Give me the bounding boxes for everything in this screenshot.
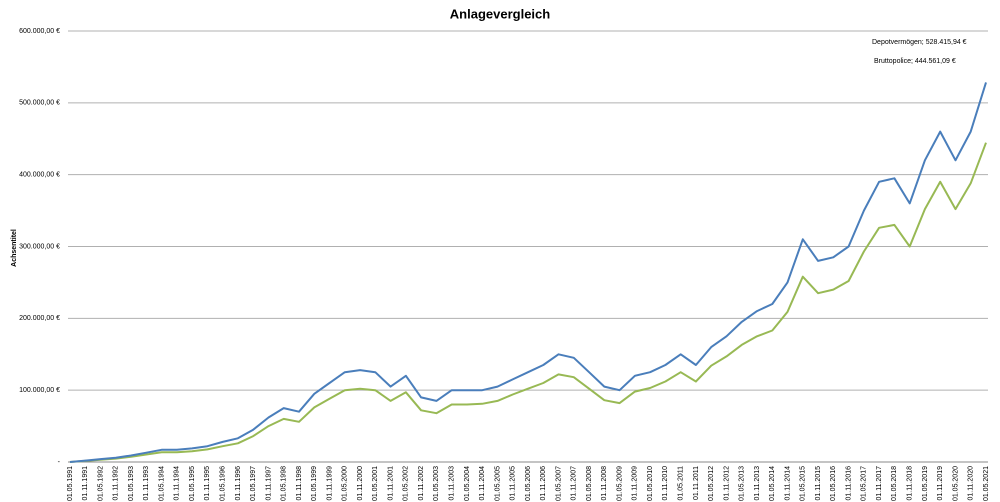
x-tick-label: 01.05.2008	[586, 466, 593, 501]
annotation: Bruttopolice; 444.561,09 €	[874, 58, 956, 65]
x-tick-label: 01.05.1995	[189, 466, 196, 501]
x-tick-label: 01.05.2014	[769, 466, 776, 501]
x-tick-label: 01.05.2010	[647, 466, 654, 501]
x-tick-label: 01.11.1995	[204, 466, 211, 501]
x-tick-label: 01.05.2011	[678, 466, 685, 501]
x-tick-label: 01.11.2009	[632, 466, 639, 501]
x-tick-label: 01.11.2006	[540, 466, 547, 501]
x-tick-label: 01.11.1999	[326, 466, 333, 501]
x-tick-label: 01.05.1991	[67, 466, 74, 501]
x-tick-label: 01.05.2015	[800, 466, 807, 501]
x-tick-label: 01.11.2016	[845, 466, 852, 501]
y-tick-label: 500.000,00 €	[19, 100, 60, 107]
x-tick-label: 01.05.1997	[250, 466, 257, 501]
x-tick-label: 01.11.2013	[754, 466, 761, 501]
x-tick-label: 01.11.2015	[815, 466, 822, 501]
x-tick-label: 01.11.1993	[143, 466, 150, 501]
x-tick-label: 01.05.1998	[281, 466, 288, 501]
x-tick-label: 01.05.2020	[952, 466, 959, 501]
x-tick-label: 01.11.1992	[113, 466, 120, 501]
annotation: Depotvermögen; 528.415,94 €	[872, 39, 967, 46]
x-tick-label: 01.05.2018	[891, 466, 898, 501]
x-tick-label: 01.11.1997	[265, 466, 272, 501]
x-tick-label: 01.05.2004	[464, 466, 471, 501]
x-tick-label: 01.05.2007	[555, 466, 562, 501]
chart-title: Anlagevergleich	[450, 6, 550, 21]
y-tick-label: 600.000,00 €	[19, 28, 60, 35]
x-tick-label: 01.11.2003	[449, 466, 456, 501]
x-tick-label: 01.11.2012	[723, 466, 730, 501]
x-tick-label: 01.11.2019	[937, 466, 944, 501]
x-tick-label: 01.11.1991	[82, 466, 89, 501]
x-tick-label: 01.05.1992	[97, 466, 104, 501]
x-tick-label: 01.05.2006	[525, 466, 532, 501]
x-tick-label: 01.11.1998	[296, 466, 303, 501]
x-tick-label: 01.05.1996	[220, 466, 227, 501]
x-tick-label: 01.05.1993	[128, 466, 135, 501]
y-axis-title: Achsentitel	[11, 229, 18, 267]
x-tick-label: 01.11.2000	[357, 466, 364, 501]
x-tick-label: 01.11.2004	[479, 466, 486, 501]
x-tick-label: 01.05.2003	[433, 466, 440, 501]
y-tick-label: 100.000,00 €	[19, 387, 60, 394]
x-tick-label: 01.11.2010	[662, 466, 669, 501]
x-tick-label: 01.05.2017	[861, 466, 868, 501]
x-tick-label: 01.05.2002	[403, 466, 410, 501]
x-tick-label: 01.11.2014	[784, 466, 791, 501]
y-tick-label: 200.000,00 €	[19, 315, 60, 322]
x-tick-label: 01.05.2019	[922, 466, 929, 501]
x-tick-label: 01.05.2016	[830, 466, 837, 501]
x-tick-label: 01.05.2001	[372, 466, 379, 501]
x-tick-label: 01.11.1996	[235, 466, 242, 501]
x-tick-label: 01.05.2012	[708, 466, 715, 501]
x-tick-label: 01.11.2002	[418, 466, 425, 501]
x-tick-label: 01.05.2000	[342, 466, 349, 501]
x-tick-label: 01.11.2020	[968, 466, 975, 501]
y-tick-label: 300.000,00 €	[19, 243, 60, 250]
x-tick-label: 01.05.2009	[616, 466, 623, 501]
y-tick-label: -	[58, 459, 61, 466]
x-tick-label: 01.05.2013	[739, 466, 746, 501]
x-tick-label: 01.11.2011	[693, 466, 700, 500]
x-tick-label: 01.05.2021	[983, 466, 990, 501]
x-tick-label: 01.11.2001	[387, 466, 394, 501]
x-tick-label: 01.05.1999	[311, 466, 318, 501]
series-line	[69, 142, 987, 463]
x-tick-label: 01.11.1994	[174, 466, 181, 501]
x-tick-label: 01.11.2018	[907, 466, 914, 501]
x-tick-label: 01.11.2005	[510, 466, 517, 501]
x-tick-label: 01.11.2007	[571, 466, 578, 501]
x-tick-label: 01.05.1994	[158, 466, 165, 501]
y-tick-label: 400.000,00 €	[19, 172, 60, 179]
x-tick-label: 01.05.2005	[494, 466, 501, 501]
x-tick-label: 01.11.2008	[601, 466, 608, 501]
series-line	[69, 82, 987, 463]
x-tick-label: 01.11.2017	[876, 466, 883, 501]
